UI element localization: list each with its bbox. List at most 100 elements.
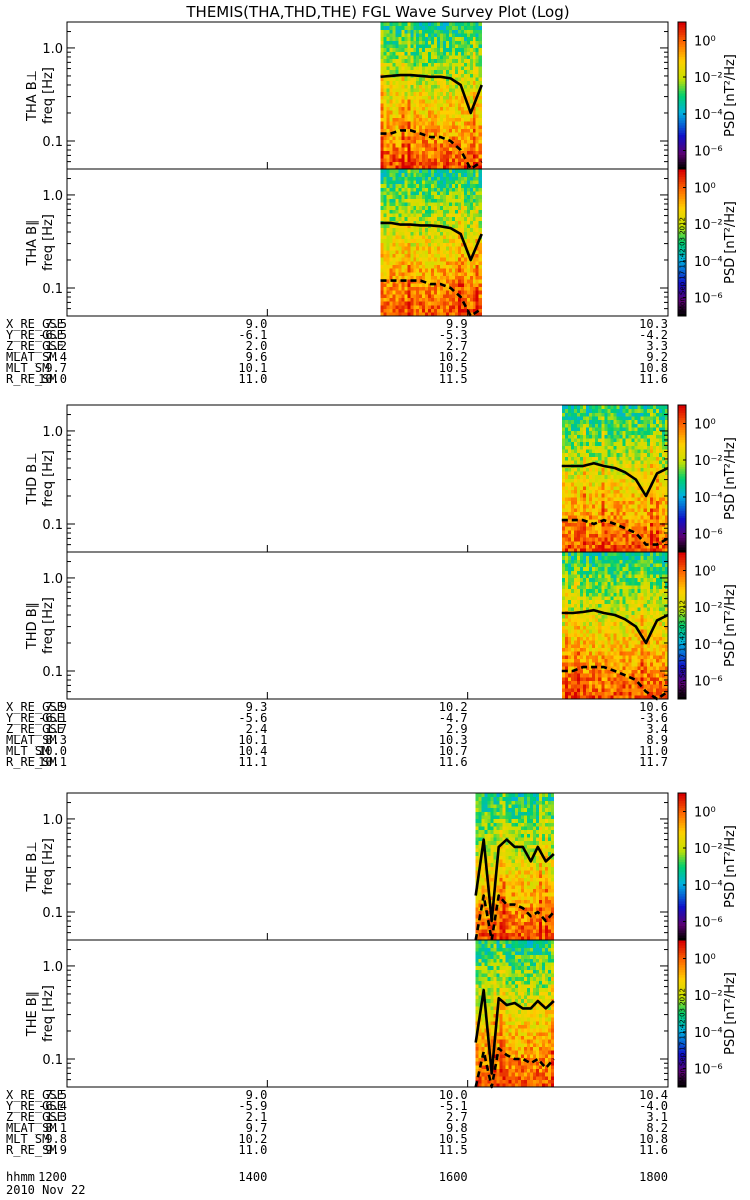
spectrogram-cell	[407, 62, 411, 67]
spectrogram-cell	[466, 80, 471, 85]
spectrogram-cell	[443, 88, 447, 93]
spectrogram-cell	[622, 537, 626, 542]
spectrogram-cell	[380, 257, 384, 262]
spectrogram-cell	[437, 161, 441, 166]
spectrogram-cell	[478, 304, 483, 310]
spectrogram-cell	[586, 493, 590, 498]
spectrogram-cell	[422, 301, 426, 306]
spectrogram-cell	[598, 405, 602, 410]
spectrogram-cell	[389, 253, 393, 258]
spectrogram-cell	[410, 55, 414, 60]
spectrogram-cell	[592, 474, 596, 479]
spectrogram-cell	[583, 438, 587, 443]
spectrogram-cell	[576, 581, 581, 586]
spectrogram-cell	[583, 412, 587, 417]
spectrogram-cell	[570, 625, 575, 630]
spectrogram-cell	[451, 73, 456, 78]
spectrogram-cell	[564, 570, 569, 575]
spectrogram-cell	[398, 121, 402, 126]
spectrogram-cell	[472, 286, 477, 291]
spectrogram-cell	[404, 113, 408, 118]
spectrogram-cell	[561, 522, 566, 527]
spectrogram-cell	[475, 209, 480, 214]
spectrogram-cell	[561, 607, 566, 612]
colorbar-step	[678, 468, 686, 472]
spectrogram-cell	[637, 540, 642, 546]
spectrogram-cell	[428, 58, 432, 63]
spectrogram-cell	[561, 445, 566, 450]
spectrogram-cell	[649, 423, 654, 428]
spectrogram-cell	[451, 213, 456, 218]
spectrogram-cell	[401, 95, 405, 100]
spectrogram-cell	[573, 596, 578, 601]
spectrogram-cell	[416, 58, 420, 63]
spectrogram-cell	[619, 408, 623, 413]
spectrogram-cell	[431, 286, 435, 291]
spectrogram-cell	[576, 684, 581, 689]
spectrogram-cell	[425, 132, 429, 137]
spectrogram-cell	[404, 121, 408, 126]
spectrogram-cell	[583, 691, 587, 696]
spectrogram-cell	[469, 36, 474, 41]
spectrogram-cell	[472, 187, 477, 192]
spectrogram-cell	[392, 312, 396, 317]
spectrogram-cell	[457, 257, 462, 262]
spectrogram-cell	[561, 540, 566, 546]
spectrogram-cell	[661, 423, 666, 428]
spectrogram-cell	[472, 260, 477, 265]
panel-frame	[66, 168, 669, 317]
spectrogram-cell	[383, 150, 387, 155]
spectrogram-cell	[634, 471, 639, 476]
spectrogram-cell	[389, 62, 393, 67]
colorbar-step	[678, 230, 686, 234]
spectrogram-cell	[416, 128, 420, 133]
spectrogram-cell	[437, 40, 441, 45]
colorbar-step	[678, 441, 686, 445]
spectrogram-cell	[478, 308, 483, 313]
spectrogram-cell	[604, 496, 608, 501]
spectrogram-cell	[416, 121, 420, 126]
spectrogram-cell	[478, 183, 483, 188]
spectrogram-cell	[437, 293, 441, 299]
spectrogram-cell	[478, 176, 483, 181]
spectrogram-cell	[564, 618, 569, 623]
spectrogram-cell	[576, 416, 581, 421]
spectrogram-cell	[422, 172, 426, 177]
spectrogram-cell	[475, 198, 480, 203]
spectrogram-cell	[631, 449, 636, 454]
spectrogram-cell	[589, 427, 593, 432]
spectrogram-cell	[570, 434, 575, 439]
spectrogram-cell	[613, 515, 617, 520]
spectrogram-cell	[637, 463, 642, 468]
spectrogram-cell	[410, 161, 414, 166]
spectrogram-cell	[466, 268, 471, 273]
spectrogram-cell	[595, 654, 599, 659]
spectrogram-cell	[580, 456, 584, 461]
spectrogram-cell	[564, 625, 569, 630]
spectrogram-cell	[454, 157, 459, 163]
spectrogram-cell	[416, 271, 420, 276]
spectrogram-cell	[395, 220, 399, 225]
spectrogram-cell	[589, 629, 593, 634]
spectrogram-cell	[437, 271, 441, 276]
spectrogram-cell	[431, 22, 435, 27]
spectrogram-cell	[598, 544, 602, 549]
spectrogram-cell	[640, 540, 645, 546]
spectrogram-cell	[649, 416, 654, 421]
spectrogram-cell	[649, 522, 654, 527]
spectrogram-cell	[434, 80, 438, 85]
spectrogram-cell	[451, 161, 456, 166]
spectrogram-cell	[622, 449, 626, 454]
spectrogram-cell	[425, 51, 429, 56]
colorbar-tick-label: 10⁻⁶	[694, 528, 723, 543]
spectrogram-cell	[567, 570, 572, 575]
spectrogram-cell	[389, 58, 393, 63]
spectrogram-cell	[443, 231, 447, 236]
spectrogram-cell	[419, 231, 423, 236]
spectrogram-cell	[448, 55, 453, 60]
spectrogram-cell	[389, 110, 393, 115]
spectrogram-cell	[604, 438, 608, 443]
spectrogram-cell	[428, 202, 432, 207]
spectrogram-cell	[386, 91, 390, 96]
spectrogram-cell	[573, 581, 578, 586]
